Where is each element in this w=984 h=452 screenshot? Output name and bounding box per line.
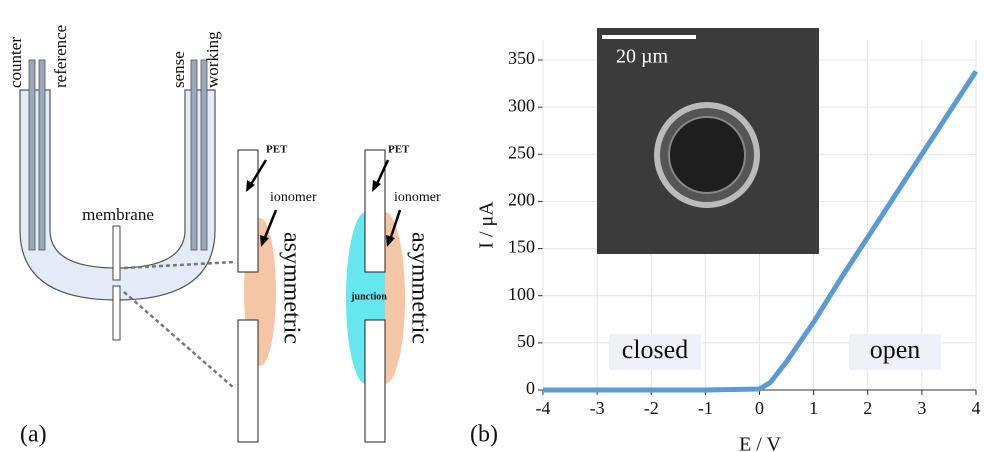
annotation: closed xyxy=(622,335,688,364)
x-tick-label: 2 xyxy=(863,398,872,418)
y-tick-label: 200 xyxy=(508,190,535,210)
x-tick-label: -1 xyxy=(698,398,713,418)
panel-label: (b) xyxy=(470,422,498,448)
x-tick-label: 4 xyxy=(972,398,981,418)
y-tick-label: 0 xyxy=(526,378,535,398)
y-tick-label: 50 xyxy=(517,331,535,351)
x-tick-label: 3 xyxy=(917,398,926,418)
caption: asymmetric xyxy=(406,232,432,344)
pore xyxy=(669,117,745,193)
y-tick-label: 350 xyxy=(508,48,535,68)
y-axis-label: I / μA xyxy=(476,201,498,249)
membrane-holder xyxy=(113,286,120,340)
x-axis-label: E / V xyxy=(739,434,781,452)
pet-label: PET xyxy=(266,144,288,156)
electrode-label: sense xyxy=(169,51,188,88)
electrode-label: reference xyxy=(51,25,70,88)
electrode xyxy=(29,60,35,250)
figure: counter reference sense working membrane… xyxy=(0,0,984,452)
x-tick-label: 1 xyxy=(809,398,818,418)
panel-label: (a) xyxy=(20,422,47,448)
y-tick-label: 100 xyxy=(508,284,535,304)
x-tick-label: -2 xyxy=(644,398,659,418)
pet-film xyxy=(238,150,258,272)
annotation: open xyxy=(870,335,921,364)
electrode xyxy=(191,60,197,250)
electrode xyxy=(39,60,45,250)
x-tick-label: -4 xyxy=(536,398,551,418)
pet-film xyxy=(365,320,385,442)
pet-film xyxy=(365,150,385,272)
x-tick-label: -3 xyxy=(590,398,605,418)
ionomer-label: ionomer xyxy=(394,190,441,205)
scale-label: 20 µm xyxy=(616,46,669,68)
ionomer-label: ionomer xyxy=(270,190,317,205)
caption: asymmetric xyxy=(278,232,304,344)
y-tick-label: 150 xyxy=(508,237,535,257)
membrane-holder xyxy=(113,226,120,280)
y-tick-label: 250 xyxy=(508,142,535,162)
x-tick-label: 0 xyxy=(755,398,764,418)
pet-film xyxy=(238,320,258,442)
electrode-label: counter xyxy=(6,37,25,88)
electrode-label: working xyxy=(203,31,222,88)
pet-label: PET xyxy=(388,144,410,156)
membrane-label: membrane xyxy=(82,205,154,224)
y-tick-label: 300 xyxy=(508,95,535,115)
inset: 20 µm xyxy=(597,28,819,254)
junction-label: junction xyxy=(350,291,387,302)
